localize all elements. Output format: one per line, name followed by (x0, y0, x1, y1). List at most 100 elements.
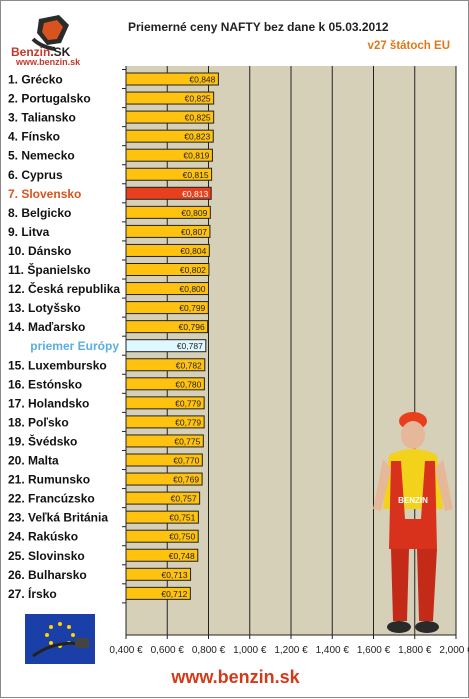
bar (125, 434, 204, 448)
bar (125, 453, 203, 467)
category-label: 10. Dánsko (8, 244, 71, 258)
bar-value-label: €0,770 (173, 456, 199, 466)
category-label: 11. Španielsko (8, 262, 91, 277)
benzin-logo (31, 15, 69, 51)
category-label: 5. Nemecko (8, 149, 75, 163)
bar-value-label: €0,800 (180, 284, 206, 294)
bar-value-label: €0,813 (182, 189, 208, 199)
category-label: 9. Litva (8, 225, 50, 239)
category-label: 16. Estónsko (8, 377, 82, 391)
bar (125, 586, 191, 600)
bar-value-label: €0,787 (177, 341, 203, 351)
x-tick-label: 1,200 € (274, 645, 308, 656)
bar-value-label: €0,825 (185, 94, 211, 104)
x-tick-label: 0,400 € (109, 645, 143, 656)
chart-subtitle: v27 štátoch EU (367, 40, 450, 52)
bar (125, 110, 215, 124)
category-label: 7. Slovensko (8, 187, 81, 201)
bar-value-label: €0,823 (184, 132, 210, 142)
bar (125, 548, 199, 562)
bar (125, 358, 206, 372)
logo-url: www.benzin.sk (16, 57, 81, 67)
category-label: 23. Veľká Británia (8, 511, 108, 525)
logo-brand-suffix: .SK (50, 45, 71, 59)
category-label: 1. Grécko (8, 73, 63, 87)
bar-value-label: €0,712 (161, 589, 187, 599)
fuel-nozzle-icon (31, 15, 69, 51)
footer-url: www.benzin.sk (171, 667, 300, 687)
svg-text:BENZIN: BENZIN (398, 496, 428, 505)
bar (125, 320, 209, 334)
bar-value-label: €0,757 (171, 494, 197, 504)
bar (125, 396, 205, 410)
category-label: 4. Fínsko (8, 130, 60, 144)
logo-brand: Benzin (11, 45, 51, 59)
x-tick-label: 1,000 € (233, 645, 267, 656)
logo-wordmark: Benzin.SK (11, 45, 70, 59)
bar-value-label: €0,775 (174, 436, 200, 446)
category-label: 20. Malta (8, 454, 59, 468)
bar-value-label: €0,782 (176, 360, 202, 370)
bar (125, 224, 211, 238)
bar (125, 567, 192, 581)
category-label: 21. Rumunsko (8, 473, 90, 487)
category-label: 22. Francúzsko (8, 492, 95, 506)
bar (125, 529, 199, 543)
bar (125, 148, 213, 162)
bar-value-label: €0,748 (169, 551, 195, 561)
category-label: 18. Poľsko (8, 415, 69, 429)
category-label: 27. Írsko (8, 586, 57, 601)
bar-value-label: €0,750 (169, 532, 195, 542)
bar-value-label: €0,848 (189, 75, 215, 85)
bar-value-label: €0,809 (181, 208, 207, 218)
bar-value-label: €0,779 (175, 417, 201, 427)
bar-value-label: €0,799 (179, 303, 205, 313)
category-label: 3. Taliansko (8, 111, 76, 125)
bar (125, 129, 214, 143)
bar-value-label: €0,825 (185, 113, 211, 123)
bar (125, 339, 207, 353)
bar (125, 72, 219, 86)
x-tick-label: 2,000 € (439, 645, 469, 656)
bar-value-label: €0,779 (175, 398, 201, 408)
category-label: 13. Lotyšsko (8, 301, 81, 315)
gas-station-worker-image: BENZIN (373, 412, 453, 633)
category-label: 14. Maďarsko (8, 320, 85, 334)
category-label: priemer Európy (30, 339, 119, 353)
x-tick-label: 1,600 € (357, 645, 391, 656)
category-label: 19. Švédsko (8, 433, 77, 448)
bar (125, 91, 215, 105)
bar (125, 263, 210, 276)
eu-flag-image (25, 614, 95, 664)
x-tick-label: 0,800 € (192, 645, 226, 656)
bar-value-label: €0,804 (180, 246, 206, 256)
bar-value-label: €0,802 (180, 265, 206, 275)
category-label: 24. Rakúsko (8, 530, 78, 544)
bar-value-label: €0,769 (173, 475, 199, 485)
bar (125, 205, 211, 219)
bar (125, 510, 199, 524)
bar-value-label: €0,807 (181, 227, 207, 237)
bar (125, 491, 201, 505)
bar (125, 377, 205, 391)
bar (125, 301, 209, 315)
bar (125, 243, 210, 257)
bar-value-label: €0,713 (162, 570, 188, 580)
bar (125, 472, 203, 486)
bar (125, 415, 205, 429)
chart-title: Priemerné ceny NAFTY bez dane k 05.03.20… (128, 20, 389, 34)
category-label: 15. Luxembursko (8, 358, 107, 372)
bar (125, 167, 213, 181)
category-label: 6. Cyprus (8, 168, 63, 182)
category-label: 25. Slovinsko (8, 549, 85, 563)
x-tick-label: 1,800 € (398, 645, 432, 656)
bar-value-label: €0,751 (169, 513, 195, 523)
bar-value-label: €0,796 (179, 322, 205, 332)
category-label: 2. Portugalsko (8, 92, 91, 106)
x-tick-label: 1,400 € (316, 645, 350, 656)
bar (125, 186, 212, 200)
category-label: 17. Holandsko (8, 396, 89, 410)
bar-value-label: €0,819 (183, 151, 209, 161)
